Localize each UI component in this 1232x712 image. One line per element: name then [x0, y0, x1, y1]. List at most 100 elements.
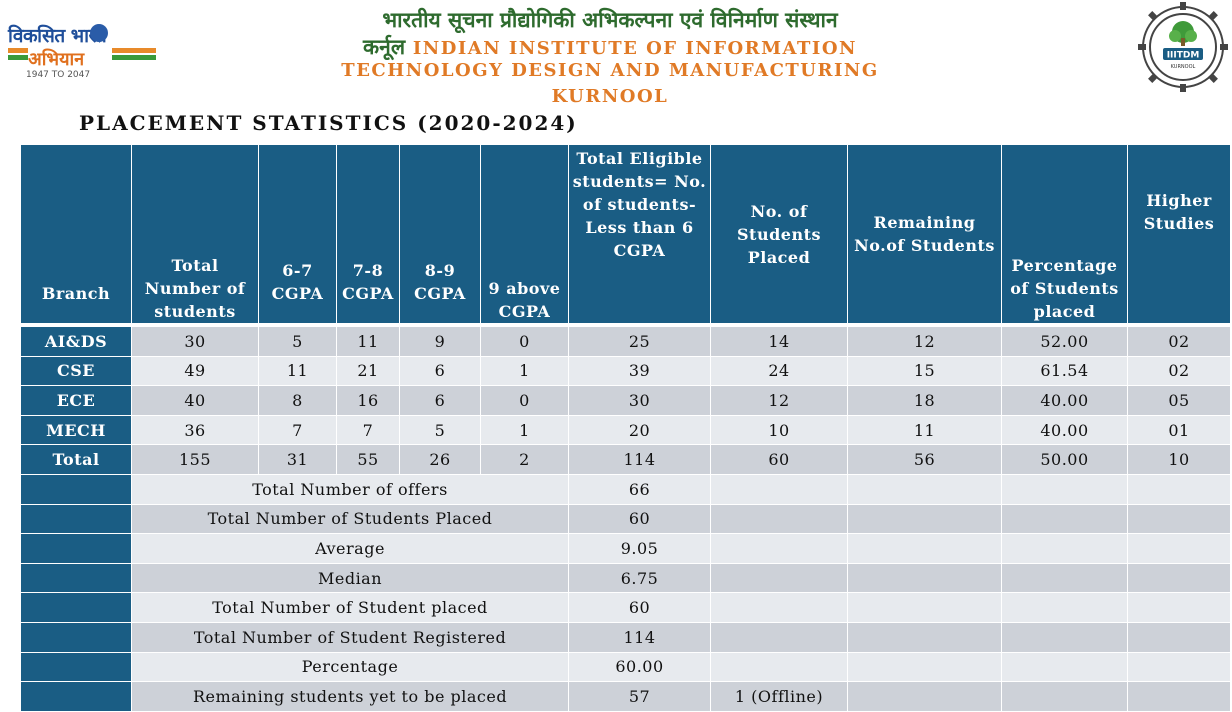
table-row: AI&DS 30 5 11 9 0 25 14 12 52.00 02	[20, 322, 1231, 357]
flag-stripe-saffron	[8, 48, 28, 53]
col-header-placed: No. of Students Placed	[710, 144, 848, 326]
logo-right-text: IIITDM	[1167, 51, 1200, 61]
branch-cell: MECH	[20, 414, 132, 446]
summary-label: Total Number of Student placed	[131, 592, 569, 623]
blank-cell	[1001, 473, 1128, 505]
summary-value: 6.75	[568, 562, 711, 594]
remaining-cell: 56	[847, 444, 1002, 475]
blank-cell	[1127, 473, 1231, 505]
flag-stripe-green	[8, 55, 28, 60]
eligible-cell: 39	[568, 355, 711, 387]
summary-label: Percentage	[131, 651, 569, 683]
logo-left-years: 1947 TO 2047	[26, 70, 91, 80]
flag-stripe-saffron	[112, 48, 156, 53]
placed-cell: 14	[710, 322, 848, 357]
summary-label: Median	[131, 562, 569, 594]
institute-name-hindi: भारतीय सूचना प्रौद्योगिकी अभिकल्पना एवं …	[382, 8, 838, 32]
eligible-cell: 114	[568, 444, 711, 475]
cgpa-8-9-cell: 26	[399, 444, 481, 475]
col-header-eligible: Total Eligible students= No. of students…	[568, 144, 711, 326]
summary-value: 60	[568, 503, 711, 535]
blank-cell	[1001, 621, 1128, 653]
cgpa-8-9-cell: 6	[399, 385, 481, 416]
flag-stripe-green	[112, 55, 156, 60]
table-row: CSE 49 11 21 6 1 39 24 15 61.54 02	[20, 355, 1231, 387]
blank-cell	[20, 651, 132, 683]
cgpa-7-8-cell: 7	[336, 414, 400, 446]
institute-name-english-3: KURNOOL	[551, 86, 669, 107]
cgpa-6-7-cell: 7	[258, 414, 337, 446]
blank-cell	[1001, 562, 1128, 594]
col-header-remaining: Remaining No.of Students	[847, 144, 1002, 326]
blank-cell	[20, 473, 132, 505]
col-header-total-students: Total Number of students	[131, 144, 259, 326]
blank-cell	[1127, 651, 1231, 683]
col-header-branch: Branch	[20, 144, 132, 326]
summary-label: Total Number of Students Placed	[131, 503, 569, 535]
higher-studies-cell: 10	[1127, 444, 1231, 475]
blank-cell	[20, 562, 132, 594]
summary-row: Average 9.05	[20, 533, 1231, 564]
gear-emblem-icon: IIITDM KURNOOL	[1138, 2, 1228, 92]
blank-cell	[847, 651, 1002, 683]
cgpa-7-8-cell: 55	[336, 444, 400, 475]
remaining-cell: 11	[847, 414, 1002, 446]
summary-note	[710, 533, 848, 564]
blank-cell	[847, 681, 1002, 712]
blank-cell	[1001, 651, 1128, 683]
summary-label: Average	[131, 533, 569, 564]
cgpa-6-7-cell: 5	[258, 322, 337, 357]
cgpa-9-above-cell: 0	[480, 322, 569, 357]
blank-cell	[1127, 621, 1231, 653]
city-name-hindi: कर्नूल	[363, 35, 406, 59]
blank-cell	[20, 533, 132, 564]
percentage-cell: 40.00	[1001, 385, 1128, 416]
summary-note: 1 (Offline)	[710, 681, 848, 712]
summary-label: Total Number of offers	[131, 473, 569, 505]
blank-cell	[847, 592, 1002, 623]
placed-cell: 24	[710, 355, 848, 387]
summary-row: Remaining students yet to be placed 57 1…	[20, 681, 1231, 712]
eligible-cell: 30	[568, 385, 711, 416]
cgpa-8-9-cell: 9	[399, 322, 481, 357]
summary-note	[710, 592, 848, 623]
logo-right-subtext: KURNOOL	[1171, 64, 1196, 70]
summary-row: Total Number of Student placed 60	[20, 592, 1231, 623]
blank-cell	[20, 681, 132, 712]
blank-cell	[20, 592, 132, 623]
cgpa-6-7-cell: 11	[258, 355, 337, 387]
percentage-cell: 50.00	[1001, 444, 1128, 475]
total-students-cell: 49	[131, 355, 259, 387]
blank-cell	[1001, 503, 1128, 535]
branch-cell: ECE	[20, 385, 132, 416]
iiitdm-logo: IIITDM KURNOOL	[1138, 2, 1228, 92]
cgpa-9-above-cell: 0	[480, 385, 569, 416]
cgpa-7-8-cell: 11	[336, 322, 400, 357]
col-header-cgpa-8-9: 8-9 CGPA	[399, 144, 481, 326]
blank-cell	[1127, 681, 1231, 712]
percentage-cell: 61.54	[1001, 355, 1128, 387]
blank-cell	[1001, 592, 1128, 623]
summary-value: 60.00	[568, 651, 711, 683]
blank-cell	[1127, 533, 1231, 564]
summary-label: Total Number of Student Registered	[131, 621, 569, 653]
percentage-cell: 52.00	[1001, 322, 1128, 357]
percentage-cell: 40.00	[1001, 414, 1128, 446]
higher-studies-cell: 01	[1127, 414, 1231, 446]
blank-cell	[1127, 592, 1231, 623]
placement-statistics-table: Branch Total Number of students 6-7 CGPA…	[20, 144, 1231, 712]
eligible-cell: 20	[568, 414, 711, 446]
blank-cell	[847, 533, 1002, 564]
cgpa-8-9-cell: 5	[399, 414, 481, 446]
institute-name-english-1: INDIAN INSTITUTE OF INFORMATION	[412, 38, 857, 59]
globe-icon	[90, 24, 108, 42]
higher-studies-cell: 05	[1127, 385, 1231, 416]
blank-cell	[847, 562, 1002, 594]
cgpa-7-8-cell: 21	[336, 355, 400, 387]
summary-note	[710, 651, 848, 683]
logo-left-line1: विकसित भारत	[8, 25, 107, 47]
summary-row: Percentage 60.00	[20, 651, 1231, 683]
total-students-cell: 40	[131, 385, 259, 416]
higher-studies-cell: 02	[1127, 322, 1231, 357]
cgpa-9-above-cell: 1	[480, 355, 569, 387]
